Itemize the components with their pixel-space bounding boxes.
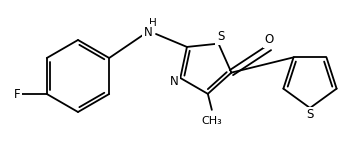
Text: H: H (149, 18, 157, 28)
Text: S: S (306, 109, 314, 121)
Text: S: S (217, 30, 224, 43)
Text: CH₃: CH₃ (201, 116, 222, 126)
Text: N: N (170, 76, 179, 88)
Text: N: N (144, 26, 153, 38)
Text: O: O (265, 33, 274, 46)
Text: F: F (14, 88, 21, 100)
